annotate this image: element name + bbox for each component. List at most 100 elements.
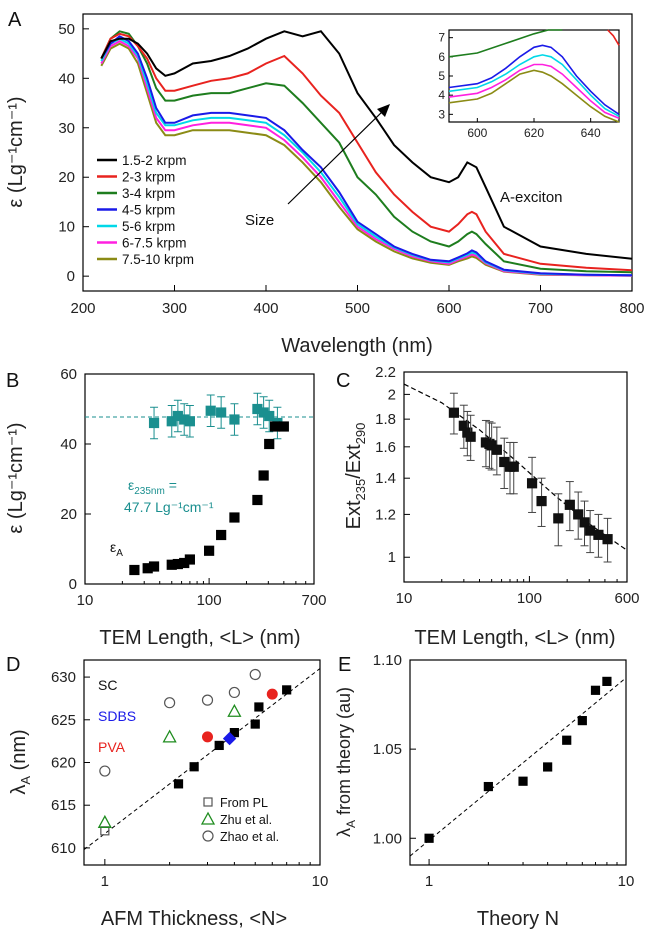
series-line-a <box>100 42 633 277</box>
inset-x-tick-label: 620 <box>524 126 544 140</box>
data-point-b <box>264 410 275 422</box>
legend-label-a: 7.5-10 krpm <box>122 252 194 267</box>
inset-series-line <box>607 29 620 46</box>
ticks-d: 1 10 610 615 620 625 630 <box>51 669 328 890</box>
data-point-d <box>222 731 237 746</box>
y-tick-label-e: 1.10 <box>373 652 402 669</box>
legend-label-a: 2-3 krpm <box>122 170 175 185</box>
data-point-d <box>100 826 110 836</box>
legend-label-a: 3-4 krpm <box>122 186 175 201</box>
data-c <box>403 383 628 563</box>
data-point-b <box>184 554 195 565</box>
panel-c: C 10 100 600 1 1.2 1.4 1.6 1.8 2 2.2 TEM Length, … <box>336 364 640 649</box>
data-point-b <box>278 421 289 432</box>
data-point-c <box>448 407 460 418</box>
data-e <box>409 676 627 857</box>
x-tick-label-a: 200 <box>70 300 95 317</box>
y-axis-label-a-text: ε (Lg⁻¹cm⁻¹) <box>5 96 27 207</box>
ticks-e: 1 10 1.00 1.05 1.10 <box>373 652 635 890</box>
size-arrow <box>287 109 385 205</box>
ticks-a: 200 300 400 500 600 700 800 0 10 20 30 40 50 <box>58 21 644 317</box>
y-tick-label-e: 1.00 <box>373 830 402 847</box>
data-point-c <box>602 534 613 545</box>
data-point-e <box>602 676 612 686</box>
legend-label-d: Zhao et al. <box>220 830 279 844</box>
annotation-size: Size <box>245 212 274 229</box>
legend-label-a: 5-6 krpm <box>122 219 175 234</box>
y-tick-label-c: 1 <box>388 549 396 566</box>
legend-d: From PL Zhu et al. Zhao et al. <box>200 796 279 844</box>
x-tick-label-e: 1 <box>425 873 433 890</box>
data-b <box>85 392 314 576</box>
data-point-b <box>129 564 140 576</box>
inset-y-tick-label: 3 <box>438 107 445 121</box>
data-point-e <box>518 776 528 786</box>
data-point-d <box>189 762 199 772</box>
x-tick-label-b: 10 <box>77 592 94 609</box>
y-tick-label-a: 0 <box>67 268 75 285</box>
data-point-d <box>214 740 224 751</box>
series-line-a <box>100 30 633 260</box>
data-point-c <box>573 509 584 520</box>
inset-x-tick-label: 640 <box>581 126 601 140</box>
data-point-b <box>229 512 240 523</box>
plot-frame-b <box>84 373 315 585</box>
ticks-b: 10 100 700 0 20 40 60 <box>60 366 326 609</box>
ticks-c: 10 100 600 1 1.2 1.4 1.6 1.8 2 2.2 <box>375 364 639 607</box>
inset-series-line <box>448 54 620 118</box>
label-sc: SC <box>98 677 117 693</box>
data-point-b <box>216 529 227 541</box>
y-tick-label-a: 40 <box>58 70 75 87</box>
x-axis-label-c: TEM Length, <L> (nm) <box>414 627 615 649</box>
data-point-b <box>184 416 195 427</box>
x-tick-label-d: 10 <box>312 873 329 890</box>
data-d <box>83 668 321 851</box>
y-axis-label-a: ε (Lg⁻¹cm⁻¹) <box>5 96 27 207</box>
data-point-e <box>543 762 553 772</box>
y-tick-label-d: 625 <box>51 712 76 729</box>
fit-line-d <box>83 668 321 851</box>
label-pva: PVA <box>98 739 126 755</box>
series-line-a <box>100 32 633 272</box>
y-tick-label-c: 2 <box>388 386 396 403</box>
series-line-a <box>100 30 633 274</box>
y-tick-label-c: 1.4 <box>375 470 396 487</box>
y-tick-label-d: 615 <box>51 797 76 814</box>
data-point-e <box>577 716 587 726</box>
y-axis-label-d: λA (nm) <box>8 729 33 794</box>
x-tick-label-c: 600 <box>614 590 639 607</box>
panel-label-d: D <box>6 654 20 676</box>
inset-a: 600 620 640 3 4 5 6 7 <box>438 29 620 140</box>
y-tick-label-d: 620 <box>51 755 76 772</box>
data-point-b <box>252 494 263 506</box>
y-tick-label-c: 1.6 <box>375 439 396 456</box>
x-tick-label-c: 10 <box>396 590 413 607</box>
data-point-c <box>579 517 590 528</box>
y-tick-label-a: 30 <box>58 120 75 137</box>
data-point-b <box>166 416 177 427</box>
data-point-d <box>173 779 184 789</box>
data-point-d <box>162 729 177 743</box>
data-point-e <box>424 833 434 843</box>
y-axis-label-c: Ext235/Ext290 <box>343 423 368 530</box>
x-tick-label-a: 300 <box>162 300 187 317</box>
annotation-eps235-value: 47.7 Lg⁻¹cm⁻¹ <box>124 499 214 515</box>
x-axis-label-a: Wavelength (nm) <box>281 335 433 357</box>
x-axis-label-e: Theory N <box>477 908 559 930</box>
panel-label-c: C <box>336 370 350 392</box>
data-point-d <box>266 688 278 700</box>
y-tick-label-d: 630 <box>51 669 76 686</box>
panel-b: B 10 100 700 0 20 40 60 TEM Length, <L> (nm) ε… <box>5 366 327 649</box>
annotation-epsA: εA <box>110 539 123 559</box>
data-point-b <box>204 545 215 556</box>
panel-a: A 200 300 400 500 600 700 800 0 10 20 30 40 50 1.5-2… <box>5 9 645 357</box>
series-line-a <box>100 35 633 277</box>
y-tick-label-a: 50 <box>58 21 75 38</box>
series-line-a <box>100 40 633 277</box>
data-point-b <box>205 405 216 416</box>
inset-x-tick-label: 600 <box>467 126 487 140</box>
data-point-c <box>536 495 547 507</box>
y-tick-label-a: 10 <box>58 219 75 236</box>
data-point-b <box>258 470 269 481</box>
